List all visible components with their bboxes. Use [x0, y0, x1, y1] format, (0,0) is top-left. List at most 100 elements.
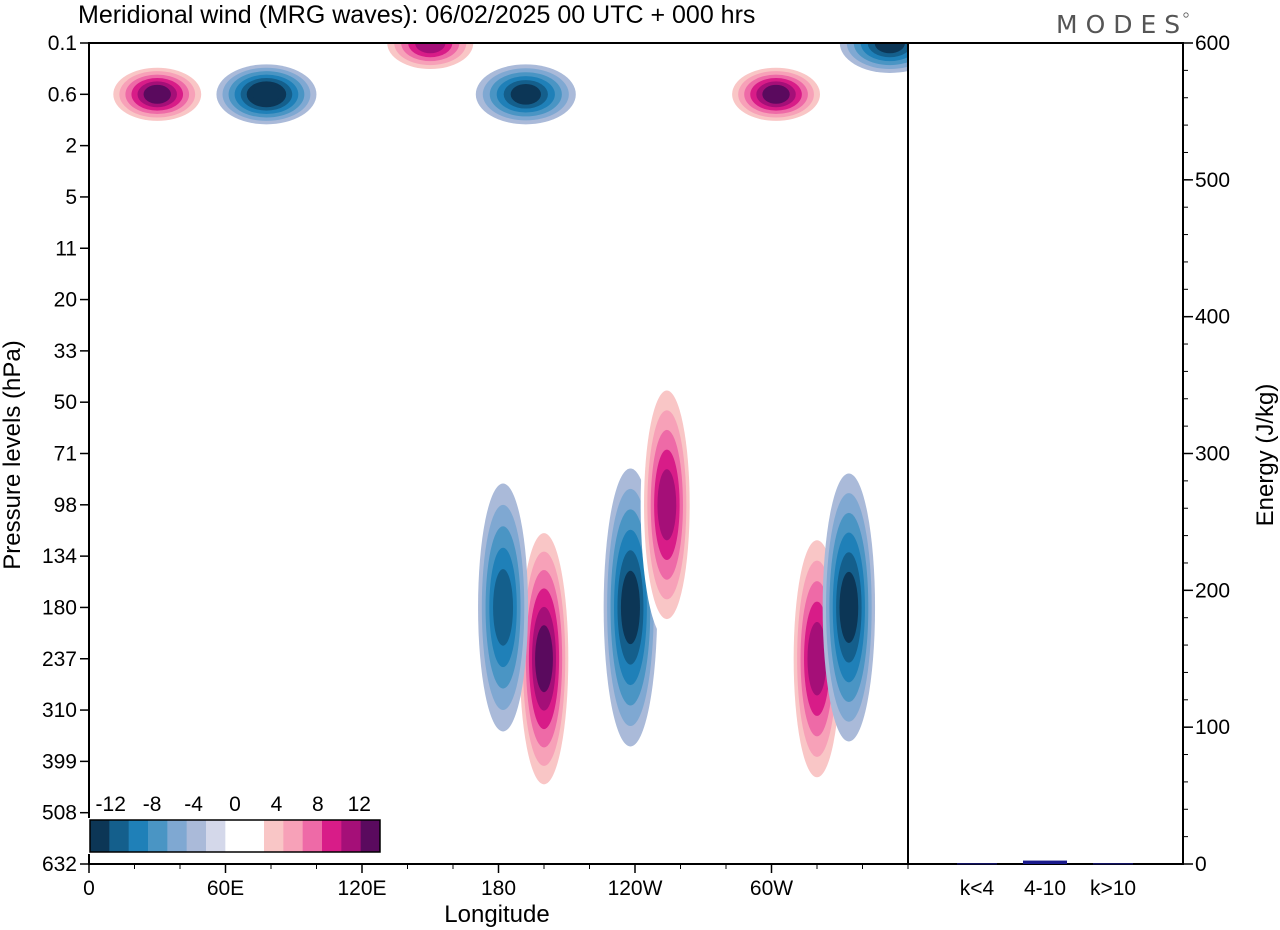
- colorbar-labels: -12 -8 -4 0 4 8 12: [96, 793, 371, 816]
- contour-feature: [640, 370, 694, 639]
- energy-bar: [957, 863, 997, 865]
- contour-band: [415, 43, 446, 54]
- contour-band: [252, 84, 281, 104]
- colorbar-swatch: [186, 820, 207, 852]
- contour-band: [874, 43, 905, 54]
- colorbar-swatch: [322, 820, 342, 852]
- colorbar-label: -4: [184, 793, 203, 816]
- colorbar-swatch: [225, 820, 246, 852]
- contour-feature: [380, 43, 481, 73]
- contour-band: [143, 84, 171, 104]
- y-tick-label: 0.1: [48, 32, 77, 55]
- heatmap-x-axis: 0 60E 120E 180 120W 60W: [83, 864, 909, 900]
- colorbar-swatch: [90, 820, 110, 852]
- energy-tick-label: 100: [1195, 716, 1230, 739]
- x-tick-label: 60E: [207, 877, 244, 900]
- chart-title: Meridional wind (MRG waves): 06/02/2025 …: [78, 1, 755, 29]
- colorbar-label: 12: [348, 793, 371, 816]
- heatmap-y-axis: 0.1 0.6 2 5 11 20 33 50 71 98 134 180 237 310 399 508 63…: [42, 32, 89, 876]
- colorbar-swatch: [109, 820, 130, 852]
- logo-mark: [1183, 12, 1189, 18]
- colorbar: -12 -8 -4 0 4 8 12: [88, 793, 382, 854]
- y-axis-label: Pressure levels (hPa): [0, 340, 26, 569]
- y-tick-label: 134: [42, 545, 77, 568]
- energy-category-label: k<4: [960, 877, 995, 900]
- contour-feature: [822, 473, 876, 742]
- y-tick-label: 5: [65, 186, 77, 209]
- contour-band: [620, 570, 640, 645]
- energy-category-label: k>10: [1090, 877, 1136, 900]
- colorbar-swatch: [360, 820, 381, 852]
- contour-band: [807, 622, 827, 696]
- contour-feature: [839, 43, 908, 73]
- energy-bar-chart: 0 100 200 300 400 500 600 k<4 4-10 k>10 Energy (…: [907, 32, 1279, 900]
- contour-band: [493, 569, 514, 646]
- contour-feature: [516, 514, 572, 803]
- energy-tick-label: 400: [1195, 306, 1230, 329]
- contour-feature: [726, 64, 827, 125]
- y-tick-label: 508: [42, 802, 77, 825]
- energy-bars: [957, 860, 1133, 865]
- energy-tick-label: 300: [1195, 443, 1230, 466]
- contour-band: [657, 469, 677, 541]
- wind-field: [107, 43, 908, 803]
- colorbar-label: 4: [271, 793, 283, 816]
- y-tick-label: 0.6: [48, 83, 77, 106]
- contour-band: [839, 571, 859, 643]
- y-tick-label: 33: [54, 340, 77, 363]
- modes-logo: MODES: [1056, 10, 1188, 39]
- energy-category-label: 4-10: [1024, 877, 1066, 900]
- colorbar-swatch: [128, 820, 149, 852]
- y-tick-label: 20: [54, 289, 77, 312]
- y-tick-label: 310: [42, 699, 77, 722]
- y-tick-label: 98: [54, 494, 77, 517]
- contour-feature: [475, 64, 576, 125]
- y-tick-label: 50: [54, 391, 77, 414]
- colorbar-swatch: [341, 820, 362, 852]
- energy-frame: [907, 42, 1184, 865]
- meridional-wind-heatmap: 0 60E 120E 180 120W 60W 0.1 0.6 2 5 11 20 33 50 71 98 1…: [0, 32, 909, 928]
- energy-bar: [1093, 863, 1133, 865]
- x-tick-label: 60W: [750, 877, 793, 900]
- colorbar-swatch: [264, 820, 284, 852]
- y-tick-label: 11: [55, 237, 77, 260]
- colorbar-frame: [89, 819, 381, 853]
- x-axis-label: Longitude: [444, 901, 549, 928]
- colorbar-swatch: [302, 820, 323, 852]
- contour-feature: [478, 483, 529, 732]
- contour-band: [510, 84, 541, 105]
- colorbar-swatch: [283, 820, 304, 852]
- x-tick-label: 120E: [337, 877, 386, 900]
- colorbar-label: -12: [96, 793, 126, 816]
- y-tick-label: 237: [42, 648, 77, 671]
- energy-y-axis: 0 100 200 300 400 500 600: [1183, 32, 1230, 876]
- contour-feature: [216, 64, 317, 125]
- colorbar-swatch: [167, 820, 188, 852]
- colorbar-swatches: [88, 818, 382, 854]
- y-tick-label: 71: [54, 443, 77, 466]
- energy-tick-label: 0: [1195, 853, 1207, 876]
- contour-band: [535, 625, 553, 693]
- colorbar-label: -8: [143, 793, 162, 816]
- y-tick-label: 180: [42, 596, 77, 619]
- energy-tick-label: 200: [1195, 579, 1230, 602]
- colorbar-swatch: [206, 820, 226, 852]
- energy-x-axis: k<4 4-10 k>10: [960, 877, 1136, 900]
- energy-bar: [1023, 860, 1067, 864]
- y-tick-label: 2: [65, 135, 77, 158]
- y-tick-label: 632: [42, 853, 77, 876]
- contour-feature: [107, 64, 208, 125]
- energy-tick-label: 600: [1195, 32, 1230, 55]
- colorbar-swatch: [148, 820, 168, 852]
- y-tick-label: 399: [42, 750, 77, 773]
- colorbar-label: 0: [229, 793, 241, 816]
- energy-tick-label: 500: [1195, 169, 1230, 192]
- x-tick-label: 120W: [608, 877, 663, 900]
- heatmap-background: [89, 43, 908, 864]
- x-tick-label: 0: [83, 877, 95, 900]
- contour-band: [762, 84, 790, 104]
- colorbar-swatch: [244, 820, 265, 852]
- x-tick-label: 180: [481, 877, 516, 900]
- colorbar-label: 8: [312, 793, 324, 816]
